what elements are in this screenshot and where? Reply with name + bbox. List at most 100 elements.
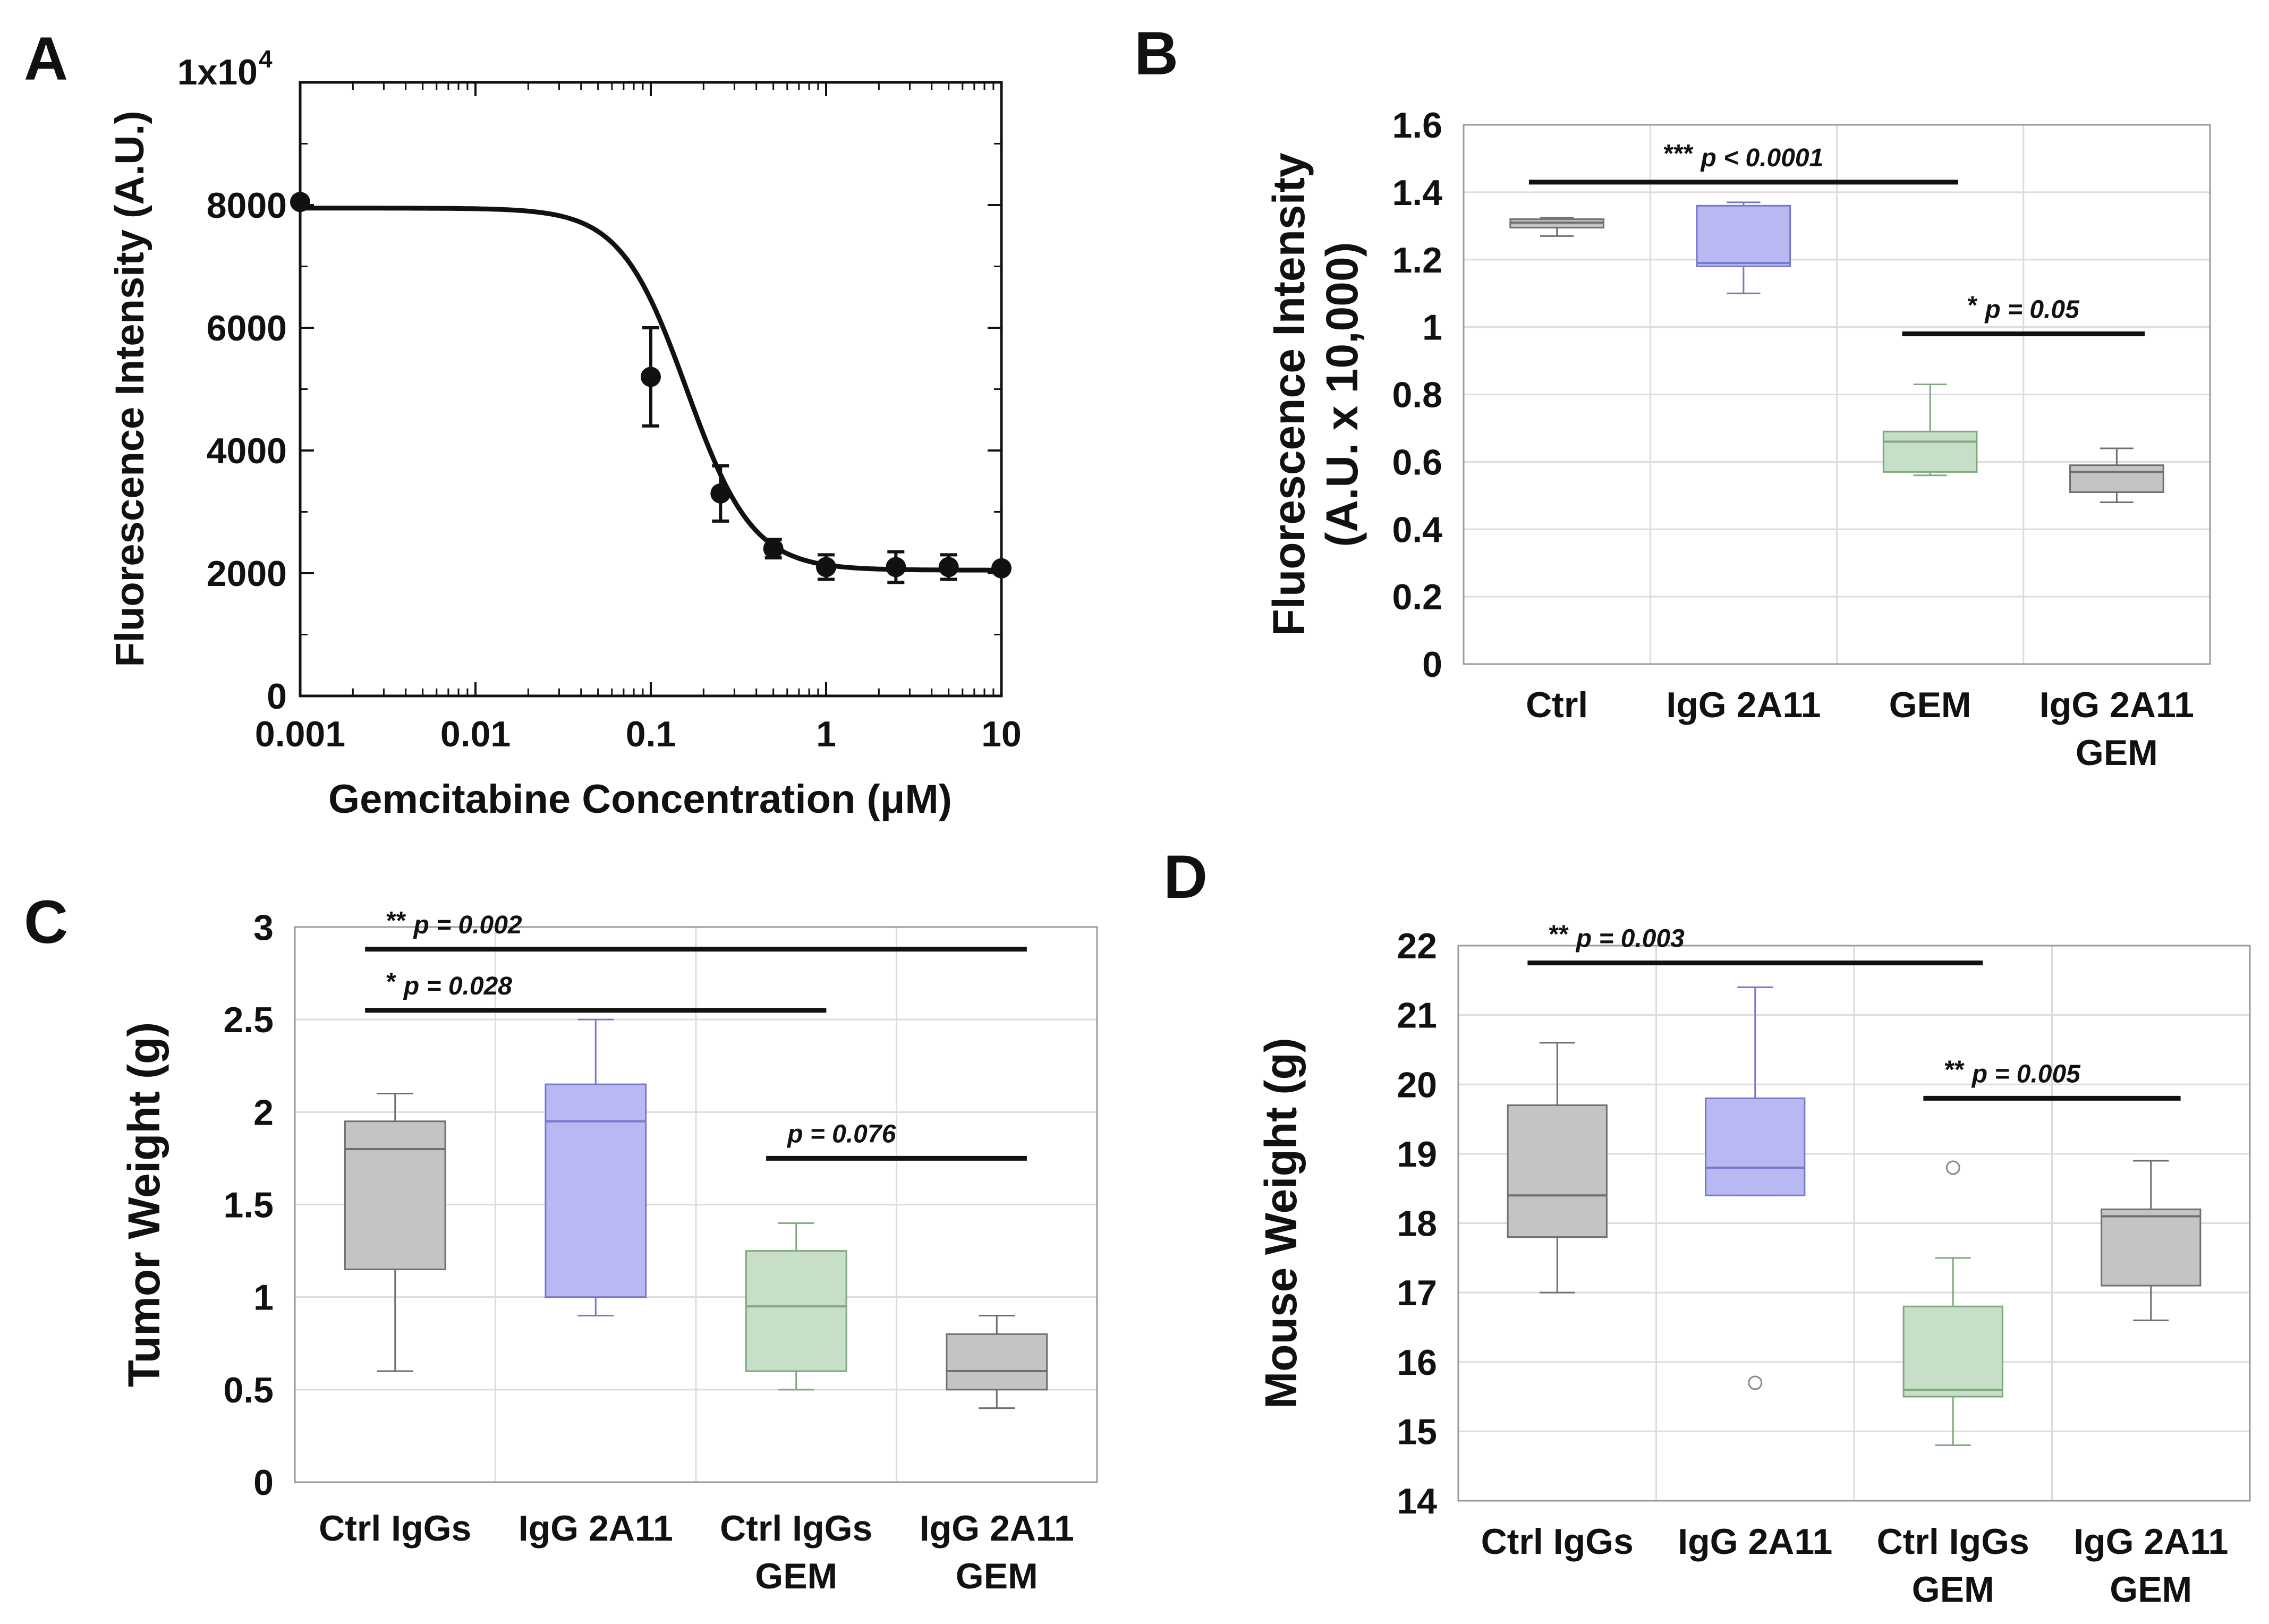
panel-a-x-tick-label: 10 [981,714,1022,754]
panel-a-y-axis-label: Fluorescence Intensity (A.U.) [107,110,152,667]
panel-c-x-tick-label: Ctrl IgGs [319,1508,471,1549]
panel-b-x-tick-label: GEM [1889,685,1971,725]
panel-d-y-tick-label: 20 [1397,1065,1437,1105]
panel-d: D 14 15 16 17 18 19 20 21 22 Ctrl IgGs IgG 2A11 Ctr… [1163,843,2251,1610]
panel-c-p-value: p = 0.028 [403,972,512,1000]
panel-a-x-tick-label: 0.001 [255,714,345,754]
panel-c-significance-label: ** p = 0.002 [386,907,522,939]
panel-b-x-tick-label: Ctrl [1526,685,1588,725]
panel-c-frame [294,926,1098,1483]
panel-a-y-tick-label: 4000 [207,431,287,471]
panel-c-y-axis-label: Tumor Weight (g) [119,1022,169,1387]
panel-d-x-tick-label: Ctrl IgGs [1877,1521,2029,1562]
panel-b-significance-stars: * [1968,291,1978,319]
panel-b-y-tick-label: 0.6 [1392,442,1442,482]
panel-b-y-axis-label-2: (A.U. x 10,000) [1317,242,1367,547]
panel-b-frame [1463,124,2211,665]
panel-b-y-tick-label: 1.2 [1392,240,1442,280]
panel-d-y-tick-label: 16 [1397,1342,1437,1383]
panel-c-significance-stars: * [386,968,396,996]
panel-a-y-tick-label: 2000 [207,554,287,594]
panel-d-box [1902,1305,2003,1398]
panel-b-box [1882,430,1978,473]
panel-b-box [1696,205,1791,267]
panel-b-y-tick-label: 1.6 [1392,105,1442,146]
panel-d-y-tick-label: 17 [1397,1273,1437,1313]
panel-c: C 0 0.5 1 1.5 2 2.5 3 Ctrl IgGs IgG 2A11 Ctrl IgG… [24,888,1098,1596]
panel-a-data-point [710,483,731,504]
panel-c-x-tick-label: IgG 2A11 [519,1508,673,1549]
panel-c-box [344,1120,446,1270]
panel-c-y-tick-label: 2.5 [223,1000,274,1040]
panel-d-p-value: p = 0.003 [1575,925,1685,953]
panel-d-p-value: p = 0.005 [1971,1060,2081,1088]
panel-c-significance-stars: ** [386,907,406,935]
panel-b-y-tick-label: 0 [1422,644,1442,685]
panel-a-data-point [816,557,836,577]
panel-d-letter: D [1163,843,1208,911]
panel-a-data-point [886,557,906,577]
panel-b-x-tick-label: IgG 2A11 [2039,685,2194,725]
panel-d-significance-stars: ** [1944,1056,1965,1084]
panel-c-box [545,1083,647,1298]
panel-c-box [946,1333,1048,1391]
panel-a-y-tick-label: 8000 [207,185,287,226]
panel-d-x-tick-label-2: GEM [2110,1569,2192,1610]
panel-c-significance-label: * p = 0.028 [386,968,512,1000]
panel-d-y-tick-label: 15 [1397,1412,1437,1452]
panel-d-significance-label: ** p = 0.003 [1549,921,1685,953]
panel-d-y-axis-label: Mouse Weight (g) [1256,1038,1306,1408]
panel-c-letter: C [24,888,68,956]
panel-c-y-tick-label: 2 [253,1092,274,1133]
panel-b-y-tick-label: 1.4 [1392,173,1442,213]
panel-d-x-tick-label: Ctrl IgGs [1481,1521,1634,1562]
panel-b-y-tick-label: 1 [1422,308,1442,348]
panel-d-significance-label: ** p = 0.005 [1944,1056,2081,1088]
panel-a-y-exponent: 4 [259,45,273,73]
panel-d-x-tick-label-2: GEM [1912,1569,1994,1610]
panel-a-y-tick-label: 1x10 [177,52,258,92]
panel-a: A 0.001 0.01 0.1 1 10 0 2000 4000 6000 8000 1x10 4 G… [24,25,1022,822]
panel-d-frame [1457,945,2251,1502]
panel-c-box [745,1250,847,1372]
panel-c-y-tick-label: 0.5 [223,1370,274,1410]
panel-c-x-tick-label: Ctrl IgGs [720,1508,872,1549]
panel-a-data-point [763,538,784,559]
panel-d-box [1705,1097,1806,1196]
panel-a-data-point [938,557,959,577]
panel-a-data-point [641,367,661,387]
panel-b-significance-label: * p = 0.05 [1968,291,2080,324]
panel-a-x-axis-label: Gemcitabine Concentration (μM) [328,777,952,822]
panel-b-significance-stars: *** [1663,140,1693,168]
panel-a-fit-curve [300,206,1001,573]
panel-b-y-axis-label: Fluorescence Intensity [1264,152,1314,636]
panel-d-x-tick-label: IgG 2A11 [2073,1521,2228,1562]
panel-d-significance-stars: ** [1549,921,1569,949]
panel-b-letter: B [1134,20,1178,88]
panel-d-outlier [1748,1375,1763,1390]
panel-c-y-tick-label: 0 [253,1463,274,1503]
panel-c-significance-label: p = 0.076 [786,1120,896,1148]
panel-b-y-tick-label: 0.8 [1392,375,1442,415]
panel-c-x-tick-label: IgG 2A11 [920,1508,1074,1549]
panel-a-x-tick-label: 0.01 [440,714,511,754]
panel-b-x-tick-label: IgG 2A11 [1666,685,1821,725]
panel-d-box [1507,1104,1608,1238]
panel-c-y-tick-label: 1.5 [223,1185,274,1226]
panel-a-y-tick-label: 6000 [207,308,287,348]
panel-a-data-point [991,558,1012,579]
panel-a-data-point [290,192,310,212]
panel-c-y-tick-label: 1 [253,1278,274,1318]
panel-d-outlier [1945,1160,1960,1175]
panel-a-x-tick-label: 1 [816,714,836,754]
panel-b-p-value: p = 0.05 [1984,295,2080,324]
panel-b-significance-label: *** p < 0.0001 [1663,140,1823,172]
panel-b-y-tick-label: 0.4 [1392,509,1442,550]
panel-c-x-tick-label-2: GEM [956,1556,1038,1596]
panel-d-y-tick-label: 19 [1397,1134,1437,1175]
panel-d-x-tick-label: IgG 2A11 [1678,1521,1832,1562]
panel-a-x-tick-label: 0.1 [626,714,676,754]
panel-d-y-tick-label: 18 [1397,1204,1437,1244]
panel-b-box [2069,464,2164,493]
